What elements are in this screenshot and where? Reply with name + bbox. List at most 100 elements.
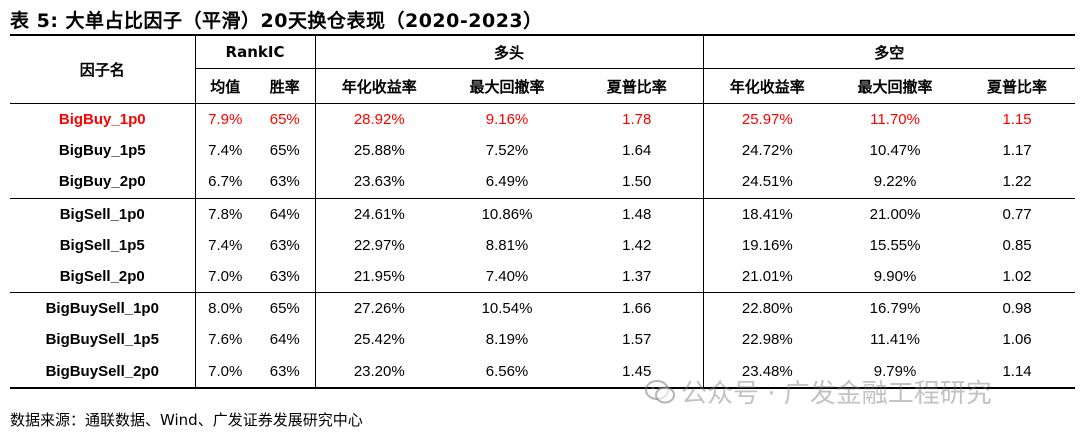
factor-name-cell: BigSell_1p5	[59, 236, 145, 254]
long-return-cell: 25.88%	[314, 135, 444, 167]
long-mdd-cell: 7.52%	[485, 142, 529, 160]
long-mdd-cell: 10.86%	[481, 205, 533, 223]
factor-name-cell: BigSell_1p0	[59, 205, 145, 223]
ls-mdd-cell: 11.41%	[870, 331, 920, 349]
rankic-winrate-cell: 63%	[255, 166, 316, 199]
rankic-mean-cell: 6.7%	[194, 166, 255, 199]
long-sharpe-cell: 1.37	[571, 260, 704, 294]
rankic-mean-cell: 7.4%	[194, 135, 255, 167]
factor-name-cell: BigBuySell_1p0	[45, 300, 159, 318]
long-return-cell: 23.20%	[314, 355, 444, 389]
ls-mdd-cell: 9.22%	[831, 166, 960, 199]
long-sharpe-cell: 1.78	[622, 111, 652, 129]
ls-mdd-cell: 9.90%	[831, 260, 960, 294]
ls-return-cell: 23.48%	[702, 355, 832, 389]
rankic-winrate-cell: 64%	[269, 205, 300, 223]
long-mdd-cell: 8.81%	[485, 236, 529, 254]
long-return-cell: 28.92%	[314, 103, 444, 136]
ls-sharpe-cell: 1.17	[1002, 142, 1032, 160]
table-row: BigBuySell_2p0 7.0% 63% 23.20% 6.56% 1.45 23.4…	[10, 355, 1076, 389]
ls-sharpe-cell: 1.22	[959, 166, 1076, 199]
wechat-icon	[645, 379, 675, 403]
header-long-return: 年化收益率	[314, 68, 444, 104]
watermark: 公众号 · 广发金融工程研究	[645, 373, 992, 410]
ls-return-cell: 22.80%	[702, 292, 832, 325]
ls-mdd-cell: 11.70%	[870, 111, 920, 129]
long-return-cell: 22.97%	[314, 229, 444, 261]
long-return-cell: 27.26%	[314, 292, 444, 325]
long-sharpe-cell: 1.48	[622, 205, 652, 223]
long-return-cell: 24.61%	[314, 198, 444, 230]
long-mdd-cell: 7.40%	[443, 260, 572, 294]
ls-sharpe-cell: 0.98	[1002, 300, 1032, 318]
long-mdd-cell: 10.54%	[481, 300, 533, 318]
rankic-mean-cell: 7.8%	[194, 198, 255, 230]
factor-name-cell: BigBuy_1p5	[58, 142, 146, 160]
rankic-winrate-cell: 63%	[255, 260, 316, 294]
table-row: BigSell_1p5 7.4% 63% 22.97% 8.81% 1.42 19.16% 1…	[10, 229, 1075, 261]
long-sharpe-cell: 1.57	[622, 331, 652, 349]
watermark-text: 公众号 · 广发金融工程研究	[681, 379, 992, 409]
table-row: BigBuySell_1p5 7.6% 64% 25.42% 8.19% 1.57 22.9…	[10, 324, 1075, 356]
ls-mdd-cell: 16.79%	[869, 300, 921, 318]
long-return-cell: 21.95%	[314, 260, 444, 294]
ls-mdd-cell: 15.55%	[869, 236, 921, 254]
ls-return-cell: 25.97%	[702, 103, 832, 136]
table-row: BigBuy_2p0 6.7% 63% 23.63% 6.49% 1.50 24.51% 9.…	[10, 166, 1076, 199]
factor-name-cell: BigBuySell_2p0	[10, 355, 195, 389]
rankic-winrate-cell: 65%	[269, 111, 300, 129]
header-ls-mdd: 最大回撤率	[831, 68, 960, 104]
rankic-mean-cell: 7.0%	[194, 260, 255, 294]
rankic-winrate-cell: 65%	[269, 142, 300, 160]
ls-return-cell: 22.98%	[702, 324, 832, 356]
ls-return-cell: 19.16%	[702, 229, 832, 261]
long-mdd-cell: 6.56%	[443, 355, 572, 389]
header-factor-name: 因子名	[10, 34, 195, 104]
rankic-mean-cell: 8.0%	[194, 292, 255, 325]
results-table: 因子名 RankIC 多头 多空 均值 胜率 年化收益率 最大回撤率 夏普比率 …	[10, 34, 1076, 389]
source-note: 数据来源：通联数据、Wind、广发证券发展研究中心	[10, 411, 363, 429]
long-mdd-cell: 9.16%	[485, 111, 529, 129]
rankic-winrate-cell: 63%	[255, 355, 316, 389]
ls-mdd-cell: 9.79%	[831, 355, 960, 389]
long-sharpe-cell: 1.66	[622, 300, 652, 318]
ls-sharpe-cell: 0.85	[1002, 236, 1032, 254]
ls-sharpe-cell: 1.15	[1002, 111, 1032, 129]
header-long: 多头	[314, 34, 704, 69]
table-row: BigBuy_1p5 7.4% 65% 25.88% 7.52% 1.64 24.72% 10…	[10, 135, 1075, 167]
header-long-mdd: 最大回撤率	[443, 68, 572, 104]
table-row: BigBuy_1p0 7.9% 65% 28.92% 9.16% 1.78 25.97% 11…	[10, 103, 1075, 136]
header-long-sharpe: 夏普比率	[571, 68, 704, 104]
long-return-cell: 25.42%	[314, 324, 444, 356]
factor-name-cell: BigSell_2p0	[10, 260, 195, 294]
ls-sharpe-cell: 1.02	[959, 260, 1076, 294]
table-row: BigSell_1p0 7.8% 64% 24.61% 10.86% 1.48 18.41%…	[10, 198, 1075, 230]
ls-sharpe-cell: 1.06	[1002, 331, 1032, 349]
rankic-mean-cell: 7.6%	[194, 324, 255, 356]
ls-sharpe-cell: 0.77	[1002, 205, 1032, 223]
results-table-container: 因子名 RankIC 多头 多空 均值 胜率 年化收益率 最大回撤率 夏普比率 …	[10, 34, 1076, 389]
ls-return-cell: 24.72%	[702, 135, 832, 167]
rankic-winrate-cell: 65%	[269, 300, 300, 318]
factor-name-cell: BigBuy_1p0	[58, 111, 146, 129]
long-sharpe-cell: 1.45	[571, 355, 704, 389]
factor-name-cell: BigBuy_2p0	[10, 166, 195, 199]
ls-return-cell: 21.01%	[702, 260, 832, 294]
long-mdd-cell: 8.19%	[485, 331, 529, 349]
long-mdd-cell: 6.49%	[443, 166, 572, 199]
header-mean: 均值	[194, 68, 255, 104]
header-winrate: 胜率	[255, 68, 316, 104]
ls-mdd-cell: 10.47%	[869, 142, 921, 160]
long-return-cell: 23.63%	[314, 166, 444, 199]
ls-return-cell: 24.51%	[702, 166, 832, 199]
factor-name-cell: BigBuySell_1p5	[45, 331, 159, 349]
table-title: 表 5: 大单占比因子（平滑）20天换仓表现（2020-2023）	[10, 10, 543, 32]
table-row: BigSell_2p0 7.0% 63% 21.95% 7.40% 1.37 21.01% 9…	[10, 260, 1076, 294]
rankic-mean-cell: 7.9%	[194, 103, 255, 136]
header-ls-return: 年化收益率	[702, 68, 832, 104]
rankic-mean-cell: 7.0%	[194, 355, 255, 389]
header-rankic: RankIC	[194, 34, 316, 69]
header-longshort: 多空	[702, 34, 1076, 69]
rankic-winrate-cell: 64%	[269, 331, 300, 349]
rankic-winrate-cell: 63%	[269, 236, 300, 254]
